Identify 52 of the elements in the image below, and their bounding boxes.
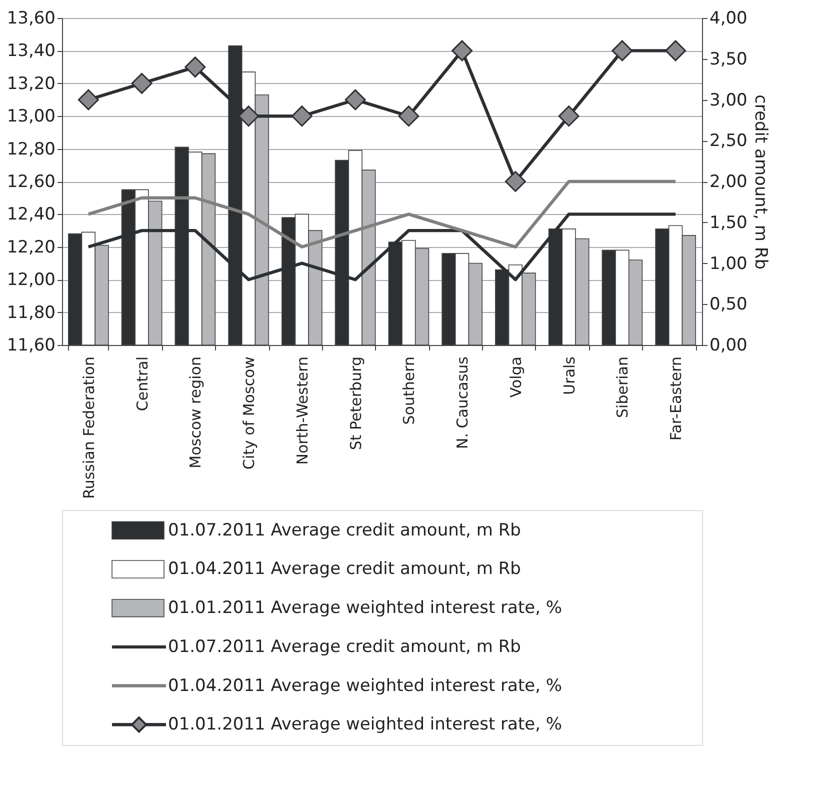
legend-label: 01.07.2011 Average credit amount, m Rb — [168, 520, 521, 540]
x-tick-label: Moscow region — [186, 356, 205, 468]
x-tick-label: Central — [133, 356, 152, 412]
y2-tick-label: 2,50 — [710, 131, 748, 152]
y-tick-label: 13,20 — [6, 74, 56, 94]
y2-tick-label: 0,50 — [710, 294, 748, 315]
x-tick-label: N. Caucasus — [454, 356, 472, 450]
point — [452, 40, 473, 62]
point — [184, 56, 206, 78]
point — [612, 40, 633, 62]
point — [398, 106, 420, 127]
point — [665, 40, 686, 62]
x-tick-label: Far-Eastern — [667, 356, 686, 441]
x-tick-label: City of Moscow — [240, 356, 258, 470]
legend-label: 01.01.2011 Average weighted interest rate, % — [168, 598, 562, 618]
y-tick-label: 13,00 — [6, 106, 56, 127]
point — [504, 171, 526, 192]
legend-label: 01.01.2011 Average weighted interest rate, % — [168, 714, 562, 735]
x-tick-label: North-Western — [293, 356, 312, 465]
legend-label: 01.04.2011 Average weighted interest rate, % — [168, 676, 562, 696]
y2-tick-label: 4,00 — [710, 8, 748, 28]
y-tick-label: 12,00 — [6, 270, 56, 290]
x-tick-label: Southern — [400, 356, 418, 425]
line-series — [86, 180, 678, 248]
x-tick-label: Urals — [560, 356, 578, 395]
y-tick-label: 12,40 — [6, 204, 56, 225]
x-tick-label: Volga — [506, 356, 525, 398]
point — [238, 106, 260, 127]
y2-tick-label: 2,00 — [710, 172, 748, 192]
y2-tick-label: 1,00 — [710, 254, 748, 274]
x-tick-label: St Peterburg — [346, 356, 365, 450]
y-tick-label: 13,60 — [6, 8, 56, 28]
legend-label: 01.07.2011 Average credit amount, m Rb — [168, 636, 521, 657]
y2-tick-label: 1,50 — [710, 212, 748, 233]
point — [291, 106, 312, 127]
y2-tick-label: 3,00 — [710, 90, 748, 110]
y-tick-label: 12,80 — [6, 139, 56, 160]
y-tick-label: 12,20 — [6, 237, 56, 258]
point — [558, 106, 580, 127]
y2-tick-label: 0,00 — [710, 336, 748, 356]
x-tick-label: Russian Federation — [80, 356, 98, 499]
x-tick-label: Siberian — [614, 356, 632, 418]
y2-axis-title: credit amount, m Rb — [750, 94, 770, 270]
y-tick-label: 11,60 — [6, 336, 56, 356]
point — [131, 72, 152, 94]
legend-label: 01.04.2011 Average credit amount, m Rb — [168, 559, 521, 580]
y-tick-label: 13,40 — [6, 41, 56, 62]
y2-tick-label: 3,50 — [710, 49, 748, 70]
point — [344, 89, 366, 110]
y-tick-label: 11,80 — [6, 302, 56, 323]
y-tick-label: 12,60 — [6, 172, 56, 192]
point — [78, 89, 99, 110]
